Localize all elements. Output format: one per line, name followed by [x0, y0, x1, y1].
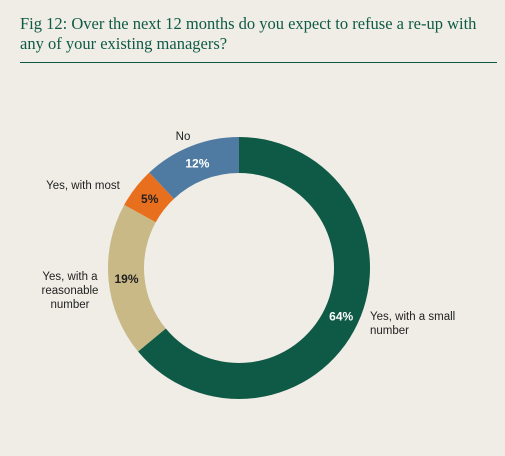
value-label-0: 64% — [329, 310, 353, 324]
title-divider — [20, 62, 497, 63]
value-label-3: 12% — [185, 156, 209, 170]
category-label-3: No — [176, 131, 191, 143]
category-label-2: Yes, with most — [46, 180, 121, 192]
slice-1 — [108, 204, 166, 352]
chart-title: Fig 12: Over the next 12 months do you e… — [20, 14, 477, 53]
slice-2 — [124, 172, 174, 223]
category-label-1: Yes, with a reasonable number — [42, 271, 99, 311]
slice-0 — [138, 137, 371, 399]
category-label-0: Yes, with a small number — [370, 311, 455, 337]
slice-3 — [149, 137, 239, 199]
value-label-1: 19% — [114, 272, 138, 286]
value-label-2: 5% — [141, 192, 159, 206]
